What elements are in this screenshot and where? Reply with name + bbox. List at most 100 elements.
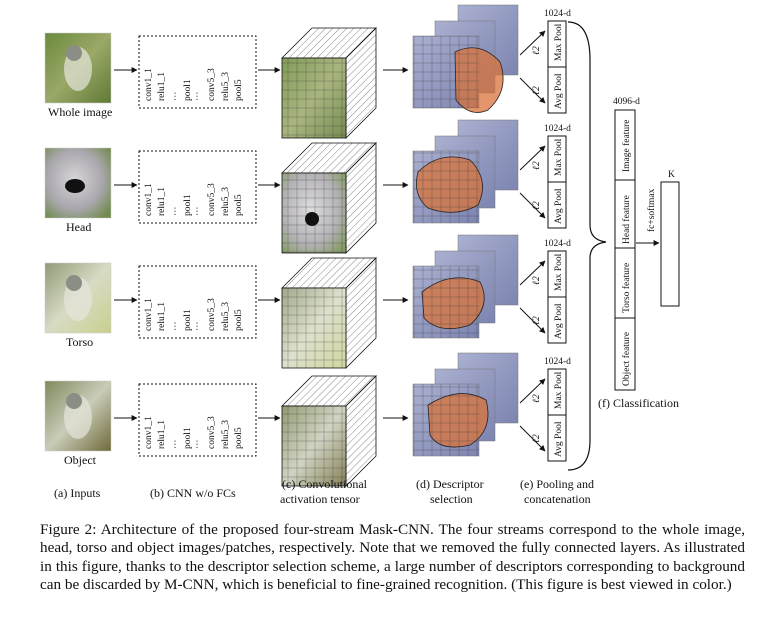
cnn-layer-label: conv5_3: [207, 68, 217, 101]
cnn-layer-label: relu5_3: [221, 187, 231, 216]
pool-dim-label: 1024-d: [544, 357, 571, 367]
l2-label: ℓ2: [532, 46, 542, 55]
label-classification: (f) Classification: [598, 396, 679, 410]
max-pool-label: Max Pool: [554, 23, 564, 61]
cnn-layer-label: conv1_1: [144, 68, 154, 101]
max-pool-label: Max Pool: [554, 371, 564, 409]
cnn-layer-label: conv1_1: [144, 298, 154, 331]
pool-dim-label: 1024-d: [544, 124, 571, 134]
arrow: [519, 145, 546, 171]
bird-head: [66, 393, 82, 409]
pool-dim-label: 1024-d: [544, 9, 571, 19]
cnn-layer-label: ⋯: [193, 92, 203, 102]
cnn-layer-label: ⋯: [171, 207, 181, 217]
bird-head: [66, 45, 82, 61]
output-k-label: K: [668, 170, 675, 180]
cnn-box: [138, 383, 257, 457]
pool-dim-label: 1024-d: [544, 239, 571, 249]
class-dim-label: 4096-d: [613, 97, 640, 107]
cnn-layer-label: pool5: [234, 309, 244, 331]
cnn-layer-label: pool5: [234, 427, 244, 449]
cnn-layer-label: conv5_3: [207, 416, 217, 449]
arrow: [519, 378, 546, 404]
label-inputs: (a) Inputs: [54, 486, 101, 500]
tensor-grid: [282, 288, 346, 368]
arrow: [519, 425, 546, 452]
bird-eye: [65, 179, 85, 193]
l2-label: ℓ2: [532, 434, 542, 443]
arrow: [519, 77, 546, 104]
label-conv-2: activation tensor: [280, 492, 360, 506]
cnn-layer-label: conv1_1: [144, 416, 154, 449]
l2-label: ℓ2: [532, 161, 542, 170]
cnn-layer-label: ⋯: [171, 322, 181, 332]
tensor-grid: [282, 406, 346, 486]
cnn-layer-label: pool1: [183, 427, 193, 449]
cnn-layer-label: pool1: [183, 309, 193, 331]
cnn-layer-label: relu1_1: [157, 302, 167, 331]
feature-label-head: Head feature: [621, 195, 632, 244]
cnn-layer-label: pool5: [234, 194, 244, 216]
feature-label-torso: Torso feature: [621, 263, 632, 313]
l2-label: ℓ2: [532, 394, 542, 403]
feature-label-image: Image feature: [621, 120, 632, 172]
stream-4: Object conv1_1 relu1_1 ⋯ pool1 ⋯ conv5_3 relu5_…: [44, 352, 571, 487]
cnn-layer-label: pool1: [183, 79, 193, 101]
cnn-layer-label: conv5_3: [207, 298, 217, 331]
stream-1: Whole image conv1_1 relu1_1 ⋯ pool1 ⋯ conv5_3 r…: [44, 4, 571, 139]
l2-label: ℓ2: [532, 86, 542, 95]
max-pool-label: Max Pool: [554, 253, 564, 291]
desc-grid: [413, 151, 479, 223]
desc-grid: [413, 36, 479, 108]
cnn-layer-label: relu5_3: [221, 302, 231, 331]
cnn-layer-label: ⋯: [171, 92, 181, 102]
arrow: [519, 30, 546, 56]
input-label: Torso: [66, 335, 93, 349]
avg-pool-label: Avg Pool: [554, 73, 564, 109]
tensor-grid: [282, 58, 346, 138]
label-pool-1: (e) Pooling and: [520, 477, 594, 491]
l2-label: ℓ2: [532, 276, 542, 285]
avg-pool-label: Avg Pool: [554, 421, 564, 457]
l2-label: ℓ2: [532, 201, 542, 210]
arrow: [519, 307, 546, 334]
label-cnn: (b) CNN w/o FCs: [150, 486, 236, 500]
figure-caption: Figure 2: Architecture of the proposed f…: [40, 521, 745, 595]
cnn-layer-label: relu5_3: [221, 420, 231, 449]
cnn-layer-label: pool5: [234, 79, 244, 101]
cnn-layer-label: relu1_1: [157, 420, 167, 449]
cnn-box: [138, 265, 257, 339]
cnn-layer-label: conv1_1: [144, 183, 154, 216]
cnn-box: [138, 150, 257, 224]
cnn-layer-label: conv5_3: [207, 183, 217, 216]
input-label: Whole image: [48, 105, 112, 119]
stream-3: Torso conv1_1 relu1_1 ⋯ pool1 ⋯ conv5_3 relu5_3…: [44, 234, 571, 369]
fc-label: fc+softmax: [646, 188, 657, 232]
cnn-layer-label: pool1: [183, 194, 193, 216]
max-pool-label: Max Pool: [554, 138, 564, 176]
arrow: [519, 260, 546, 286]
cnn-layer-label: ⋯: [193, 207, 203, 217]
bird-head: [66, 275, 82, 291]
cnn-layer-label: ⋯: [171, 440, 181, 450]
label-conv-1: (c) Convolutional: [282, 477, 368, 491]
avg-pool-label: Avg Pool: [554, 303, 564, 339]
cnn-box: [138, 35, 257, 109]
arrow: [519, 192, 546, 219]
label-pool-2: concatenation: [524, 492, 591, 506]
feature-label-object: Object feature: [621, 332, 632, 386]
input-label: Head: [66, 220, 91, 234]
desc-grid: [413, 266, 479, 338]
avg-pool-label: Avg Pool: [554, 188, 564, 224]
input-label: Object: [64, 453, 97, 467]
tensor-eye: [305, 212, 319, 226]
stream-2: Head conv1_1 relu1_1 ⋯ pool1 ⋯ conv5_3 relu5_3 p…: [44, 119, 571, 254]
concat-brace: [567, 21, 607, 471]
cnn-layer-label: relu1_1: [157, 187, 167, 216]
label-desc-1: (d) Descriptor: [416, 477, 484, 491]
cnn-layer-label: ⋯: [193, 322, 203, 332]
desc-grid: [413, 384, 479, 456]
l2-label: ℓ2: [532, 316, 542, 325]
caption-text: Figure 2: Architecture of the proposed f…: [40, 521, 745, 594]
